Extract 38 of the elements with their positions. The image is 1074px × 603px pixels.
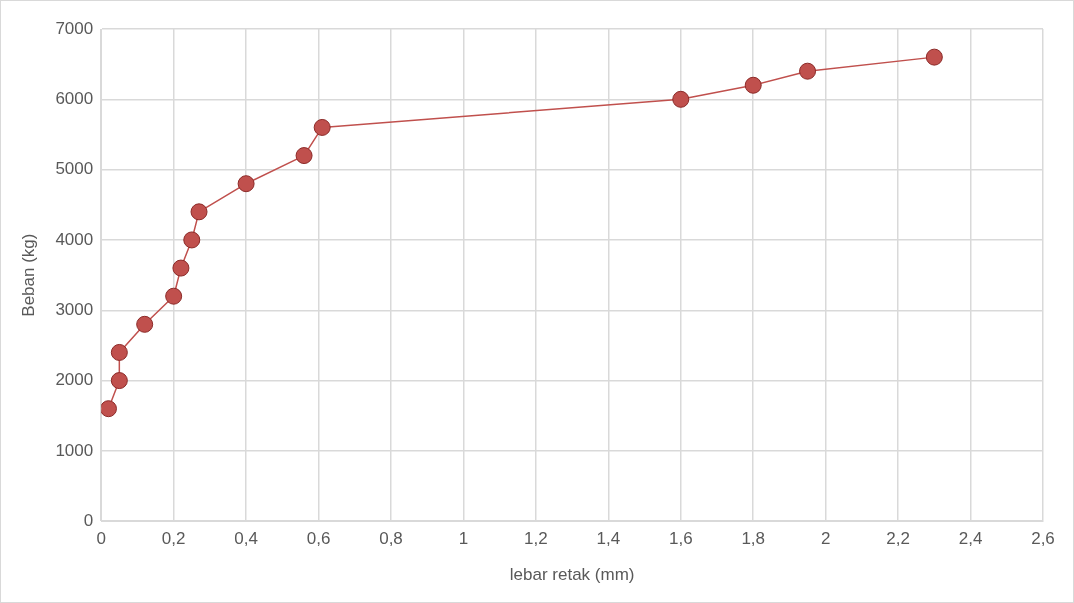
x-tick-label: 2,6 [1031, 529, 1055, 549]
x-tick-label: 1,8 [741, 529, 766, 549]
y-tick-label: 6000 [55, 89, 94, 108]
x-tick-label: 1,2 [524, 529, 548, 549]
x-tick-label: 0,6 [306, 529, 331, 549]
x-tick-label: 0,8 [379, 529, 403, 549]
point [295, 147, 313, 165]
point [190, 203, 208, 221]
point [183, 231, 201, 249]
y-tick-label: 1000 [55, 440, 94, 460]
x-tick-label: 1 [458, 529, 469, 549]
x-tick-label: 1,6 [668, 529, 693, 549]
point [110, 343, 128, 361]
x-axis-title: lebar retak (mm) [509, 565, 635, 585]
x-tick-label: 2 [820, 529, 831, 549]
y-tick-label: 0 [83, 510, 94, 530]
point [744, 76, 762, 94]
point [101, 400, 117, 418]
y-axis-title: Beban (kg) [18, 233, 38, 317]
y-tick-label: 4000 [55, 229, 94, 249]
point [110, 372, 128, 390]
point [136, 315, 154, 333]
x-tick-label: 2,4 [958, 529, 983, 549]
point [165, 287, 183, 305]
y-tick-label: 2000 [55, 370, 94, 390]
y-tick-label: 3000 [55, 299, 94, 319]
point [237, 175, 255, 193]
x-tick-label: 1,4 [596, 529, 621, 549]
point [925, 48, 943, 66]
y-tick-label: 7000 [55, 18, 94, 38]
point [799, 62, 817, 80]
point [313, 118, 331, 136]
point [672, 90, 690, 108]
y-tick-label: 5000 [55, 159, 94, 179]
point [172, 259, 190, 277]
x-tick-label: 0,2 [161, 529, 186, 549]
x-tick-label: 0,4 [234, 529, 258, 549]
x-tick-label: 2,2 [886, 529, 910, 549]
